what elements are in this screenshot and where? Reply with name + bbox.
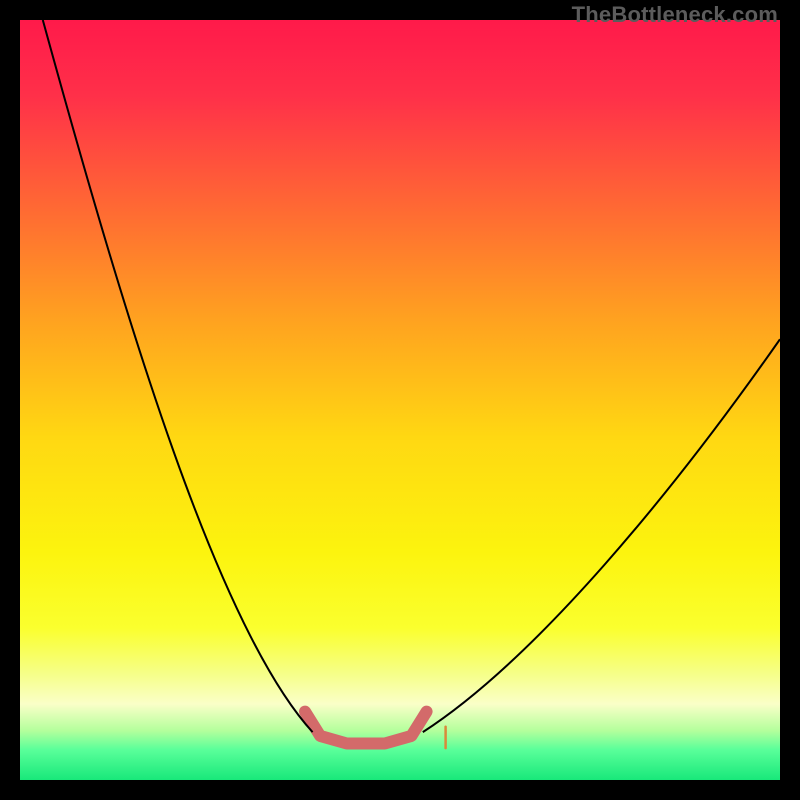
chart-container: TheBottleneck.com (0, 0, 800, 800)
plot-area (20, 20, 780, 780)
gradient-background (20, 20, 780, 780)
plot-svg (20, 20, 780, 780)
watermark-text: TheBottleneck.com (572, 2, 778, 28)
